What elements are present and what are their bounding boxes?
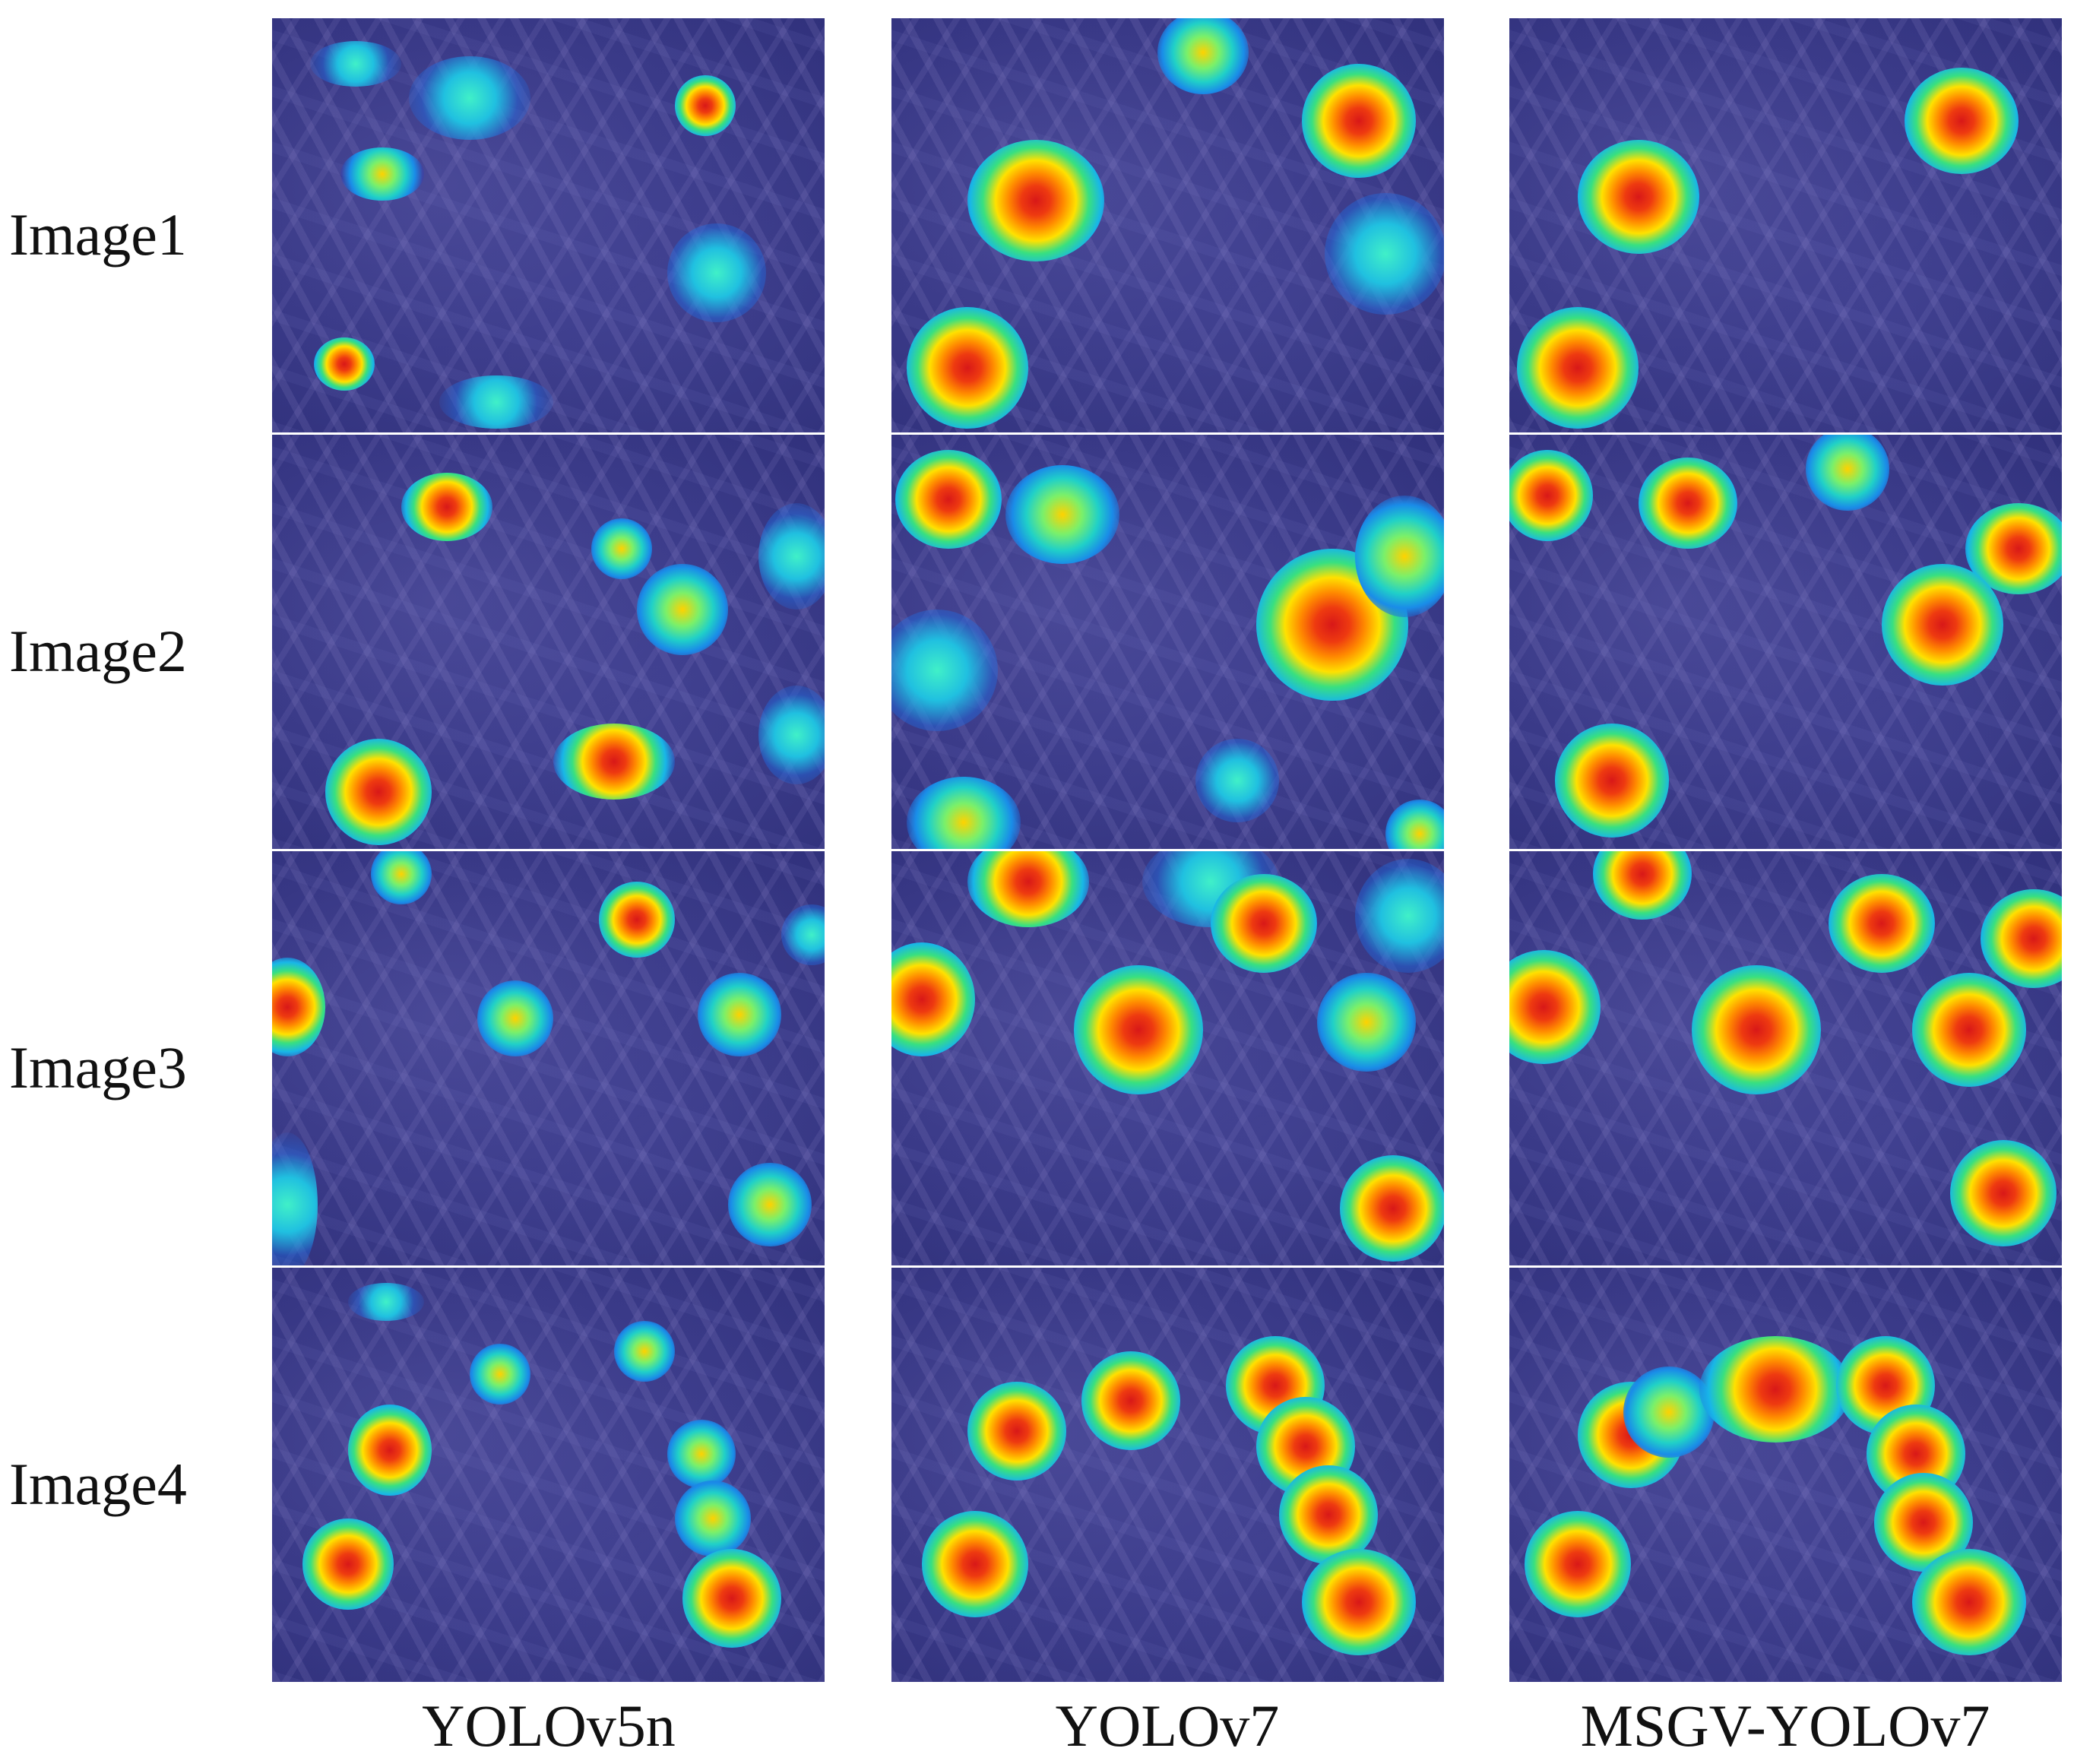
column-label-yolov7: YOLOv7 xyxy=(1055,1693,1280,1759)
row-label-image1: Image1 xyxy=(9,201,187,268)
heatmap-image2-yolov5n xyxy=(272,435,825,849)
column-label-msgv-yolov7: MSGV-YOLOv7 xyxy=(1580,1693,1990,1759)
heatmap-image1-msgv-yolov7 xyxy=(1509,18,2062,432)
row-label-image3: Image3 xyxy=(9,1034,187,1101)
heatmap-image3-yolov5n xyxy=(272,851,825,1265)
heatmap-image4-yolov5n xyxy=(272,1268,825,1682)
heatmap-image2-msgv-yolov7 xyxy=(1509,435,2062,849)
column-label-yolov5n: YOLOv5n xyxy=(422,1693,676,1759)
heatmap-image4-msgv-yolov7 xyxy=(1509,1268,2062,1682)
heatmap-image2-yolov7 xyxy=(891,435,1444,849)
row-label-image2: Image2 xyxy=(9,618,187,684)
heatmap-image3-yolov7 xyxy=(891,851,1444,1265)
heatmap-image1-yolov5n xyxy=(272,18,825,432)
heatmap-image1-yolov7 xyxy=(891,18,1444,432)
heatmap-image3-msgv-yolov7 xyxy=(1509,851,2062,1265)
heatmap-image4-yolov7 xyxy=(891,1268,1444,1682)
row-label-image4: Image4 xyxy=(9,1451,187,1517)
